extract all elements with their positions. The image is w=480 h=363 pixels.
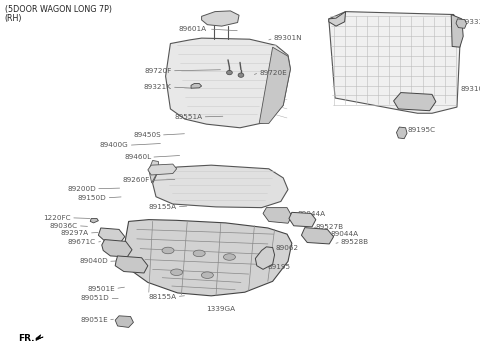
Polygon shape [122, 220, 292, 296]
Polygon shape [263, 208, 292, 223]
Polygon shape [102, 240, 132, 257]
Polygon shape [115, 316, 133, 327]
Text: 89062: 89062 [276, 245, 299, 250]
Text: 1339GA: 1339GA [206, 306, 236, 312]
Text: 89044A: 89044A [298, 211, 326, 217]
Polygon shape [191, 83, 202, 88]
Text: 89155A: 89155A [148, 204, 177, 210]
Circle shape [227, 70, 232, 75]
Polygon shape [36, 335, 43, 340]
Polygon shape [259, 47, 290, 123]
Text: 89200D: 89200D [67, 186, 96, 192]
Polygon shape [451, 15, 463, 47]
Text: 89310Z: 89310Z [461, 86, 480, 92]
Polygon shape [289, 212, 316, 227]
Text: 89501E: 89501E [87, 286, 115, 291]
Polygon shape [396, 127, 407, 139]
Text: 89044A: 89044A [330, 231, 359, 237]
Text: 89301N: 89301N [274, 35, 302, 41]
Polygon shape [202, 11, 239, 26]
Text: 89051E: 89051E [80, 317, 108, 323]
Text: 89400G: 89400G [100, 142, 129, 148]
Text: 89040D: 89040D [79, 258, 108, 264]
Circle shape [238, 73, 244, 77]
Polygon shape [153, 165, 288, 208]
Text: 89321K: 89321K [144, 84, 172, 90]
Ellipse shape [193, 250, 205, 257]
Polygon shape [255, 247, 275, 269]
Ellipse shape [223, 254, 235, 260]
Text: 89051D: 89051D [81, 295, 109, 301]
Polygon shape [98, 228, 125, 243]
Polygon shape [90, 219, 98, 223]
Text: 89195: 89195 [268, 264, 291, 270]
Polygon shape [301, 228, 334, 244]
Text: 89720F: 89720F [144, 68, 172, 74]
Text: 89333: 89333 [461, 19, 480, 25]
Text: 89527B: 89527B [316, 224, 344, 230]
Polygon shape [166, 38, 290, 128]
Text: 89450S: 89450S [133, 132, 161, 138]
Text: 1220FC: 1220FC [43, 215, 71, 221]
Text: 89671C: 89671C [68, 240, 96, 245]
Text: 89460L: 89460L [124, 154, 151, 160]
Text: 89601A: 89601A [178, 26, 206, 32]
Polygon shape [148, 164, 177, 175]
Text: 89297A: 89297A [60, 230, 89, 236]
Polygon shape [329, 12, 461, 113]
Ellipse shape [171, 269, 182, 276]
Polygon shape [394, 93, 436, 111]
Text: 88155A: 88155A [148, 294, 177, 299]
Text: 89036C: 89036C [49, 223, 78, 229]
Text: 89551A: 89551A [174, 114, 203, 120]
Ellipse shape [202, 272, 213, 278]
Polygon shape [149, 160, 158, 183]
Polygon shape [456, 19, 467, 28]
Ellipse shape [162, 247, 174, 254]
Polygon shape [115, 256, 148, 273]
Text: (5DOOR WAGON LONG 7P): (5DOOR WAGON LONG 7P) [5, 5, 112, 15]
Text: 89260F: 89260F [122, 178, 150, 183]
Text: 89528B: 89528B [341, 239, 369, 245]
Text: (RH): (RH) [5, 14, 22, 23]
Text: 89150D: 89150D [78, 195, 107, 201]
Text: 89195C: 89195C [408, 127, 436, 132]
Text: 89720E: 89720E [259, 70, 287, 76]
Text: FR.: FR. [18, 334, 35, 343]
Polygon shape [329, 12, 346, 26]
